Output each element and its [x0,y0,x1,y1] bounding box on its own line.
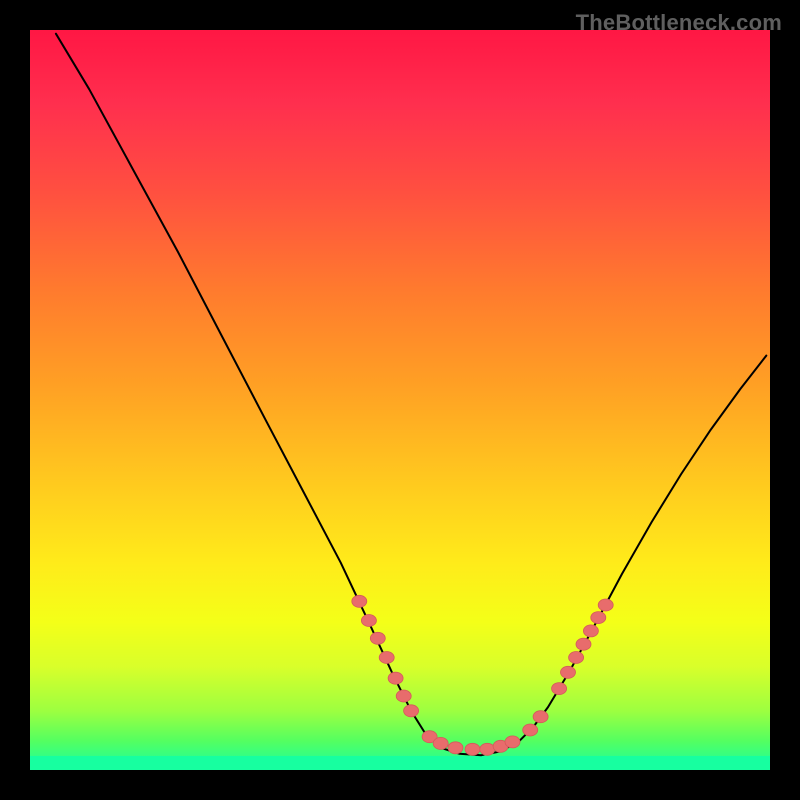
highlight-dot [576,638,591,650]
highlight-dot [583,625,598,637]
highlight-dot [388,672,403,684]
watermark-text: TheBottleneck.com [576,10,782,36]
highlight-dot [370,632,385,644]
highlight-dot [598,599,613,611]
highlight-dot [480,743,495,755]
highlight-dot [533,711,548,723]
highlight-dot [591,612,606,624]
highlight-dot [505,736,520,748]
chart-stage: TheBottleneck.com [0,0,800,800]
highlight-dot [448,742,463,754]
bottleneck-curve-chart [0,0,800,800]
highlight-dot [352,595,367,607]
highlight-dot [433,737,448,749]
highlight-dot [561,666,576,678]
highlight-dot [465,743,480,755]
plot-area [30,30,770,770]
highlight-dot [569,652,584,664]
highlight-dot [396,690,411,702]
highlight-dot [379,652,394,664]
highlight-dot [404,705,419,717]
highlight-dot [523,724,538,736]
highlight-dot [552,683,567,695]
bottom-green-band [30,756,770,770]
highlight-dot [361,615,376,627]
